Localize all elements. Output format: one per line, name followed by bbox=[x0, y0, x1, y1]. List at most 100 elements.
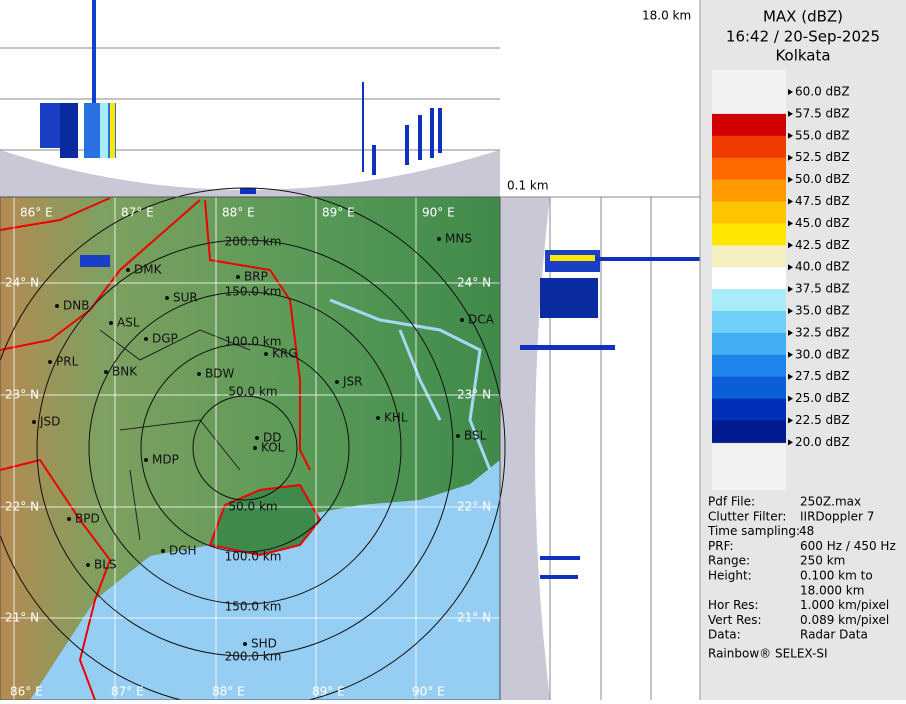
place-dot bbox=[264, 352, 268, 356]
place-dot bbox=[32, 420, 36, 424]
legend-empty bbox=[712, 70, 786, 115]
info-label: PRF: bbox=[708, 539, 734, 553]
place-label: BSL bbox=[464, 429, 487, 443]
place-dot bbox=[144, 458, 148, 462]
place-label: DNB bbox=[63, 299, 89, 313]
place-label: ASL bbox=[117, 316, 140, 330]
info-label: Data: bbox=[708, 628, 741, 642]
info-value: 250 km bbox=[800, 554, 845, 568]
legend-label: 52.5 dBZ bbox=[795, 150, 850, 164]
info-value: Radar Data bbox=[800, 628, 868, 642]
range-ring bbox=[192, 395, 298, 501]
latitude-label: 22° N bbox=[5, 500, 39, 514]
legend-swatch bbox=[712, 354, 786, 378]
place-label: DGP bbox=[152, 332, 178, 346]
height-bottom-label: 0.1 km bbox=[507, 179, 549, 193]
info-value: IIRDoppler 7 bbox=[800, 509, 874, 523]
info-value: 600 Hz / 450 Hz bbox=[800, 539, 896, 553]
latitude-label: 24° N bbox=[457, 276, 491, 290]
legend-label: 25.0 dBZ bbox=[795, 391, 850, 405]
map bbox=[0, 197, 500, 701]
legend-tick bbox=[788, 417, 793, 424]
place-label: DMK bbox=[134, 263, 163, 277]
place-dot bbox=[55, 304, 59, 308]
legend-swatch bbox=[712, 113, 786, 137]
panel-datetime: 16:42 / 20-Sep-2025 bbox=[726, 28, 880, 46]
legend-label: 20.0 dBZ bbox=[795, 435, 850, 449]
legend-label: 60.0 dBZ bbox=[795, 85, 850, 99]
place-label: BPD bbox=[75, 512, 100, 526]
place-dot bbox=[48, 360, 52, 364]
ring-label: 100.0 km bbox=[225, 335, 282, 349]
info-value: 18.000 km bbox=[800, 583, 864, 597]
ring-label: 50.0 km bbox=[228, 500, 277, 514]
legend-label: 57.5 dBZ bbox=[795, 106, 850, 120]
legend-tick bbox=[788, 176, 793, 183]
info-label: Hor Res: bbox=[708, 598, 759, 612]
legend-label: 55.0 dBZ bbox=[795, 128, 850, 142]
range-ring bbox=[88, 291, 402, 605]
info-value: 1.000 km/pixel bbox=[800, 598, 889, 612]
place-dot bbox=[67, 517, 71, 521]
place-label: KOL bbox=[261, 441, 285, 455]
panel-title: MAX (dBZ) bbox=[763, 8, 843, 26]
place-dot bbox=[236, 275, 240, 279]
info-label: Time sampling: bbox=[707, 524, 800, 538]
info-value: 0.089 km/pixel bbox=[800, 613, 889, 627]
legend-tick bbox=[788, 198, 793, 205]
ring-label: 50.0 km bbox=[228, 385, 277, 399]
legend-swatch bbox=[712, 332, 786, 356]
longitude-label: 86° E bbox=[20, 206, 53, 220]
longitude-label: 88° E bbox=[222, 206, 255, 220]
legend-label: 47.5 dBZ bbox=[795, 194, 850, 208]
legend-empty bbox=[712, 444, 786, 490]
legend-swatch bbox=[712, 135, 786, 159]
ring-label: 200.0 km bbox=[225, 235, 282, 249]
legend-tick bbox=[788, 264, 793, 271]
longitude-label: 87° E bbox=[121, 206, 154, 220]
place-dot bbox=[243, 642, 247, 646]
top-profile bbox=[0, 0, 500, 197]
info-label: Height: bbox=[708, 569, 752, 583]
place-dot bbox=[255, 436, 259, 440]
ring-label: 200.0 km bbox=[225, 650, 282, 664]
place-label: JSD bbox=[39, 415, 60, 429]
legend-label: 27.5 dBZ bbox=[795, 369, 850, 383]
footer: Rainbow® SELEX-SI bbox=[708, 647, 828, 661]
latitude-label: 22° N bbox=[457, 500, 491, 514]
ring-label: 150.0 km bbox=[225, 600, 282, 614]
place-label: DD bbox=[263, 431, 281, 445]
place-dot bbox=[437, 237, 441, 241]
place-label: DCA bbox=[468, 313, 495, 327]
legend-label: 30.0 dBZ bbox=[795, 347, 850, 361]
legend-tick bbox=[788, 351, 793, 358]
place-label: JSR bbox=[342, 375, 363, 389]
place-label: PRL bbox=[56, 355, 79, 369]
longitude-label: 89° E bbox=[322, 206, 355, 220]
legend-swatch bbox=[712, 223, 786, 246]
legend-swatch bbox=[712, 157, 786, 181]
legend-swatch bbox=[712, 420, 786, 443]
legend-label: 35.0 dBZ bbox=[795, 304, 850, 318]
info-value: 250Z.max bbox=[800, 495, 861, 509]
place-dot bbox=[253, 446, 257, 450]
range-ring bbox=[0, 187, 506, 704]
range-ring bbox=[140, 343, 350, 553]
place-label: BDW bbox=[205, 367, 234, 381]
place-dot bbox=[197, 372, 201, 376]
place-label: DGH bbox=[169, 544, 197, 558]
legend-swatch bbox=[712, 311, 786, 334]
longitude-label: 87° E bbox=[111, 685, 144, 699]
latitude-label: 21° N bbox=[457, 611, 491, 625]
legend-label: 22.5 dBZ bbox=[795, 413, 850, 427]
longitude-label: 86° E bbox=[10, 685, 43, 699]
longitude-label: 90° E bbox=[412, 685, 445, 699]
legend-label: 45.0 dBZ bbox=[795, 216, 850, 230]
legend-tick bbox=[788, 308, 793, 314]
legend-tick bbox=[788, 329, 793, 336]
place-dot bbox=[376, 416, 380, 420]
legend-tick bbox=[788, 439, 793, 446]
longitude-label: 88° E bbox=[212, 685, 245, 699]
info-label: Clutter Filter: bbox=[708, 509, 786, 523]
info-value: 48 bbox=[799, 524, 814, 538]
